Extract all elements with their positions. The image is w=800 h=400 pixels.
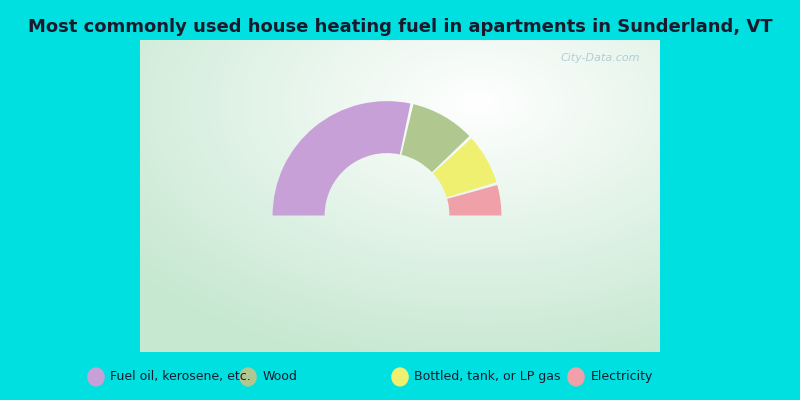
Ellipse shape (87, 367, 105, 386)
Text: Bottled, tank, or LP gas: Bottled, tank, or LP gas (414, 370, 561, 384)
Text: Most commonly used house heating fuel in apartments in Sunderland, VT: Most commonly used house heating fuel in… (28, 18, 772, 36)
Ellipse shape (239, 367, 257, 386)
Text: Fuel oil, kerosene, etc.: Fuel oil, kerosene, etc. (110, 370, 251, 384)
Wedge shape (433, 138, 497, 197)
Ellipse shape (567, 367, 585, 386)
Ellipse shape (391, 367, 409, 386)
Text: Wood: Wood (262, 370, 298, 384)
Wedge shape (273, 101, 410, 216)
Text: City-Data.com: City-Data.com (561, 53, 641, 63)
Text: Electricity: Electricity (590, 370, 653, 384)
Wedge shape (402, 104, 470, 172)
Wedge shape (447, 185, 502, 216)
